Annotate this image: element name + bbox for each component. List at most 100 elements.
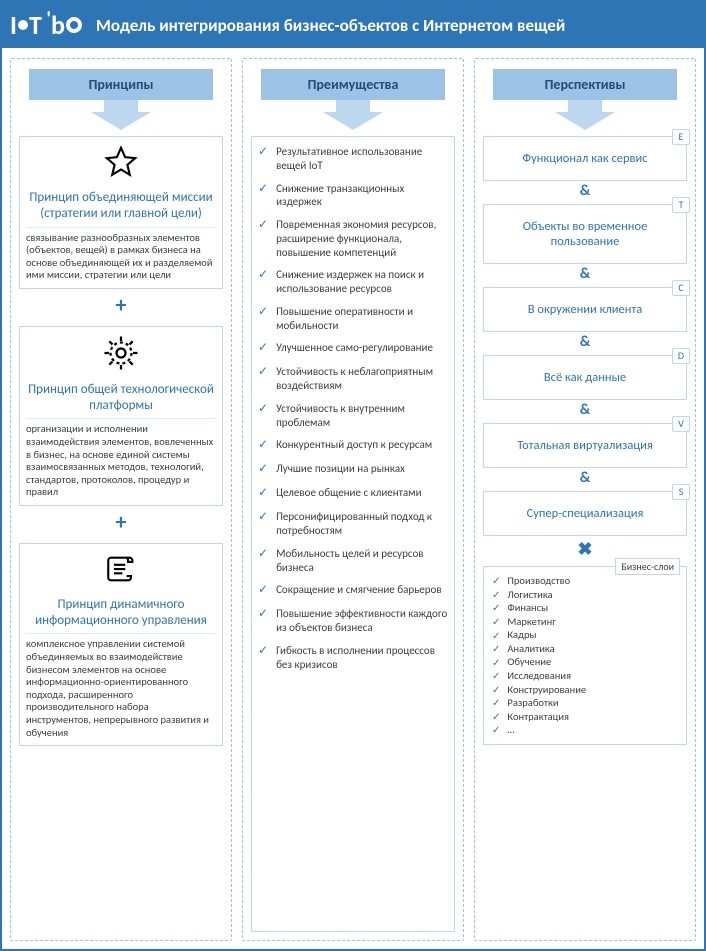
perspective-box: DВсё как данные: [483, 355, 687, 400]
principle-description: связывание разнообразных элементов (объе…: [26, 227, 216, 282]
business-layer-text: Исследования: [507, 670, 571, 682]
check-icon: ✓: [492, 589, 500, 601]
perspective-badge: T: [672, 197, 690, 213]
header-bar: I T ' b Модель интегрирования бизнес-объ…: [2, 2, 704, 48]
advantage-item: ✓Повышение оперативности и мобильности: [258, 305, 448, 333]
check-icon: ✓: [492, 697, 500, 709]
advantage-item: ✓ Снижение транзакционных издержек: [258, 182, 448, 210]
arrow-down-icon: [555, 100, 615, 130]
perspective-box: CВ окружении клиента: [483, 287, 687, 332]
advantage-text: Повышение эффективности каждого из объек…: [276, 607, 448, 635]
check-icon: ✓: [258, 145, 268, 160]
columns-container: Принципы Принцип объединяющей миссии (ст…: [2, 48, 704, 949]
business-layer-item: ✓ Финансы: [492, 602, 678, 614]
perspective-label: Объекты во временное пользование: [523, 219, 648, 249]
principle-title: Принцип общей технологической платформы: [26, 382, 216, 415]
advantage-item: ✓Лучшие позиции на рынках: [258, 462, 448, 477]
advantage-item: ✓Конкурентный доступ к ресурсам: [258, 438, 448, 453]
column-header-perspectives: Перспективы: [493, 69, 677, 100]
perspective-badge: C: [672, 280, 690, 296]
advantage-item: ✓ Улучшенное само-регулирование: [258, 341, 448, 356]
check-icon: ✓: [492, 670, 500, 682]
logo-apostrophe: ': [42, 7, 51, 31]
business-layer-item: ✓Обучение: [492, 656, 678, 668]
advantage-item: ✓Результативное использование вещей IoT: [258, 145, 448, 173]
gear-icon: [103, 335, 139, 376]
logo-letter: b: [51, 9, 65, 41]
column-header-principles: Принципы: [29, 69, 213, 100]
advantage-item: ✓ Устойчивость к внутренним проблемам: [258, 402, 448, 430]
business-layer-item: ✓Кадры: [492, 629, 678, 641]
check-icon: ✓: [258, 547, 268, 562]
business-layer-item: ✓ Конструирование: [492, 684, 678, 696]
check-icon: ✓: [258, 462, 268, 477]
perspective-label: Супер-специализация: [527, 506, 644, 521]
advantage-text: Снижение издержек на поиск и использован…: [276, 268, 448, 296]
column-advantages: Преимущества ✓Результативное использован…: [242, 58, 464, 941]
check-icon: ✓: [258, 510, 268, 525]
business-layer-text: Логистика: [507, 589, 552, 601]
star-icon: [104, 145, 138, 184]
check-icon: ✓: [492, 630, 500, 642]
perspective-badge: V: [672, 416, 690, 432]
check-icon: ✓: [258, 402, 268, 417]
perspective-box: VТотальная виртуализация: [483, 423, 687, 468]
ampersand-separator: &: [483, 333, 687, 351]
business-layer-item: ✓ Логистика: [492, 589, 678, 601]
business-layer-text: Маркетинг: [507, 616, 555, 628]
advantage-item: ✓Повременная экономия ресурсов, расширен…: [258, 218, 448, 259]
advantage-text: Улучшенное само-регулирование: [276, 341, 433, 355]
business-layer-item: ✓ Исследования: [492, 670, 678, 682]
check-icon: ✓: [258, 268, 268, 283]
check-icon: ✓: [258, 365, 268, 380]
principle-description: комплексное управлении системой объединя…: [26, 633, 216, 739]
business-layer-text: Контрактация: [507, 711, 569, 723]
business-layer-text: Финансы: [507, 602, 548, 614]
advantage-item: ✓ Устойчивость к неблагоприятным воздейст…: [258, 365, 448, 393]
principle-box: Принцип динамичного информационного упра…: [19, 543, 223, 746]
check-icon: ✓: [258, 583, 268, 598]
check-icon: ✓: [258, 607, 268, 622]
business-layer-text: Производство: [507, 575, 570, 587]
check-icon: ✓: [258, 644, 268, 659]
logo-letter: T: [29, 9, 42, 41]
advantage-item: ✓Целевое общение с клиентами: [258, 486, 448, 501]
advantage-text: Устойчивость к внутренним проблемам: [276, 402, 448, 430]
business-layer-text: Конструирование: [507, 684, 586, 696]
perspective-label: Функционал как сервис: [522, 151, 647, 166]
advantage-text: Снижение транзакционных издержек: [276, 182, 448, 210]
check-icon: ✓: [258, 182, 268, 197]
plus-separator: +: [116, 508, 127, 535]
check-icon: ✓: [492, 602, 500, 614]
business-layer-item: ✓ Производство: [492, 575, 678, 587]
advantages-list: ✓Результативное использование вещей IoT✓…: [251, 136, 455, 932]
business-layer-text: Разработки: [507, 697, 558, 709]
check-icon: ✓: [492, 684, 500, 696]
advantage-text: Гибкость в исполнении процессов без криз…: [276, 644, 448, 672]
advantage-text: Повременная экономия ресурсов, расширени…: [276, 218, 448, 259]
column-header-advantages: Преимущества: [261, 69, 445, 100]
advantage-item: ✓ Гибкость в исполнении процессов без кри…: [258, 644, 448, 672]
business-layer-text: …: [507, 724, 514, 736]
advantage-item: ✓Мобильность целей и ресурсов бизнеса: [258, 547, 448, 575]
plus-separator: +: [116, 291, 127, 318]
arrow-down-icon: [91, 100, 151, 130]
advantage-item: ✓ Снижение издержек на поиск и использова…: [258, 268, 448, 296]
advantage-text: Устойчивость к неблагоприятным воздейств…: [276, 365, 448, 393]
advantage-text: Конкурентный доступ к ресурсам: [276, 438, 432, 452]
business-layer-text: Аналитика: [507, 643, 554, 655]
logo-dot-icon: [18, 20, 28, 30]
advantage-text: Повышение оперативности и мобильности: [276, 305, 448, 333]
advantage-text: Целевое общение с клиентами: [276, 486, 421, 500]
perspective-label: Всё как данные: [544, 370, 626, 385]
principle-box: Принцип общей технологической платформыо…: [19, 326, 223, 506]
logo-letter: I: [10, 9, 17, 41]
business-layer-item: ✓ Аналитика: [492, 643, 678, 655]
check-icon: ✓: [492, 643, 500, 655]
check-icon: ✓: [492, 575, 500, 587]
ampersand-separator: &: [483, 265, 687, 283]
logo-circle-icon: [66, 17, 82, 33]
check-icon: ✓: [258, 341, 268, 356]
perspective-label: В окружении клиента: [528, 302, 643, 317]
principle-title: Принцип динамичного информационного упра…: [26, 597, 216, 630]
